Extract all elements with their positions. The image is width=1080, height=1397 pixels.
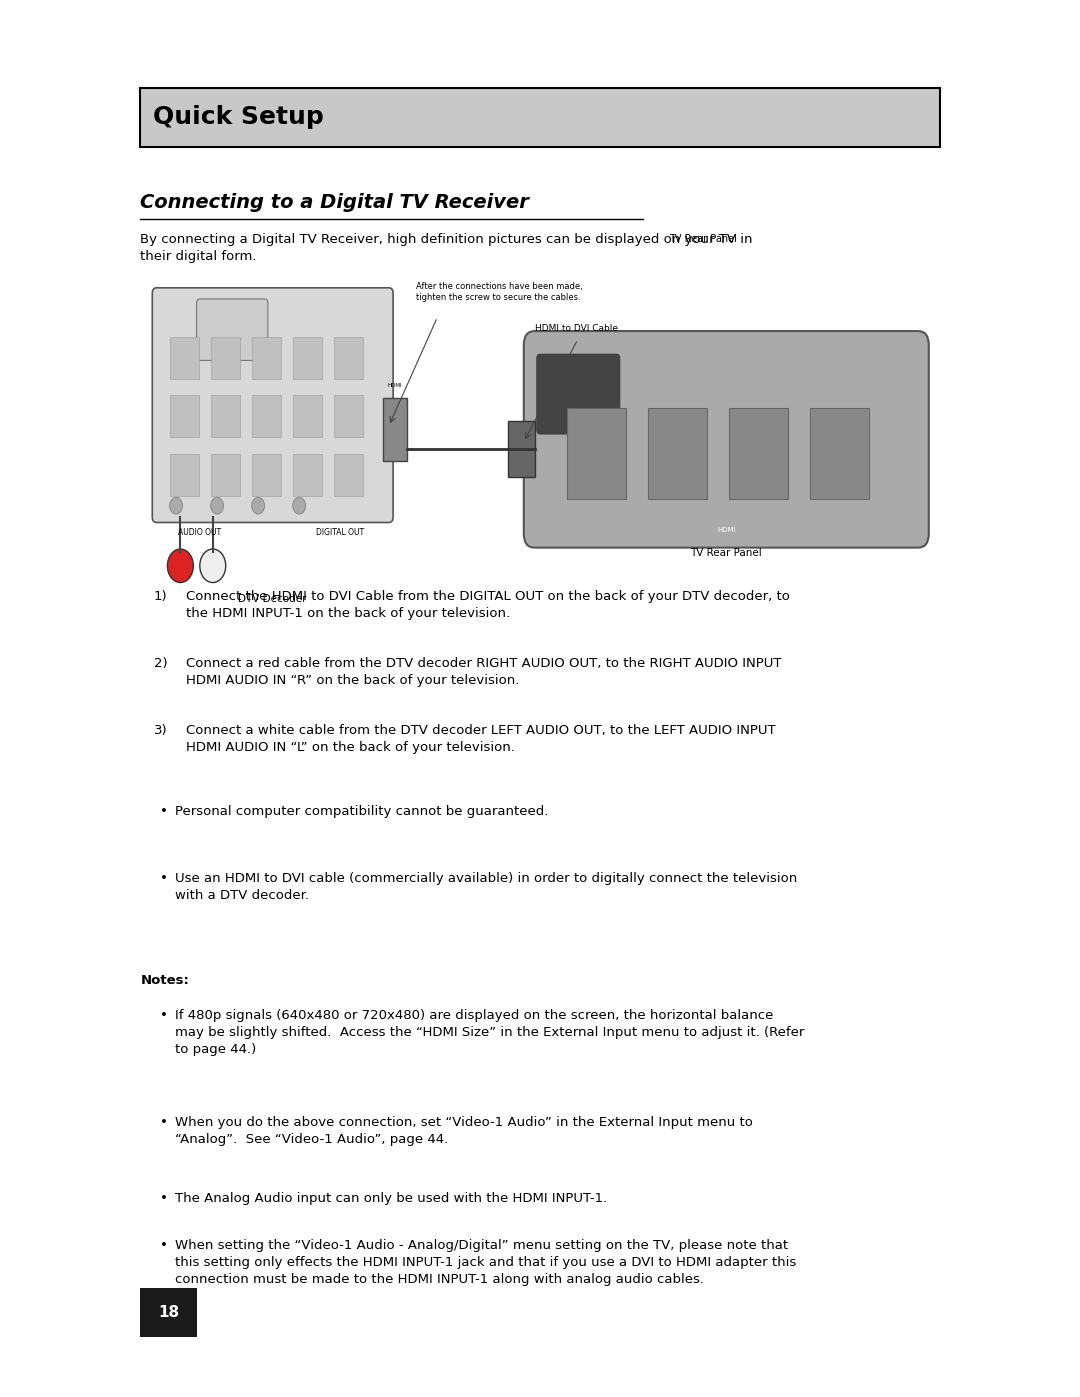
Bar bbox=[211, 337, 240, 379]
Text: •: • bbox=[160, 1193, 167, 1206]
Bar bbox=[252, 454, 281, 496]
Bar bbox=[252, 395, 281, 437]
Bar bbox=[293, 337, 322, 379]
Bar bbox=[211, 454, 240, 496]
Circle shape bbox=[252, 497, 265, 514]
Text: TV Rear Panel: TV Rear Panel bbox=[669, 235, 737, 244]
Text: HDMI to DVI Cable: HDMI to DVI Cable bbox=[535, 324, 618, 332]
Bar bbox=[334, 395, 363, 437]
FancyBboxPatch shape bbox=[152, 288, 393, 522]
Text: When setting the “Video-1 Audio - Analog/Digital” menu setting on the TV, please: When setting the “Video-1 Audio - Analog… bbox=[175, 1239, 796, 1287]
Text: TV Rear Panel: TV Rear Panel bbox=[690, 548, 762, 557]
FancyBboxPatch shape bbox=[197, 299, 268, 360]
Bar bbox=[170, 337, 199, 379]
Text: 3): 3) bbox=[153, 724, 167, 736]
Text: 1): 1) bbox=[153, 590, 167, 602]
Bar bbox=[648, 408, 707, 499]
Text: •: • bbox=[160, 1239, 167, 1252]
Text: •: • bbox=[160, 805, 167, 817]
Text: Notes:: Notes: bbox=[140, 974, 189, 986]
Text: Connect a white cable from the DTV decoder LEFT AUDIO OUT, to the LEFT AUDIO INP: Connect a white cable from the DTV decod… bbox=[186, 724, 775, 753]
Text: The Analog Audio input can only be used with the HDMI INPUT-1.: The Analog Audio input can only be used … bbox=[175, 1193, 607, 1206]
Circle shape bbox=[200, 549, 226, 583]
Bar bbox=[293, 454, 322, 496]
Bar bbox=[334, 454, 363, 496]
Text: 18: 18 bbox=[158, 1305, 179, 1320]
Text: HDMI: HDMI bbox=[717, 527, 735, 532]
Text: After the connections have been made,
tighten the screw to secure the cables.: After the connections have been made, ti… bbox=[416, 282, 582, 302]
Text: If 480p signals (640x480 or 720x480) are displayed on the screen, the horizontal: If 480p signals (640x480 or 720x480) are… bbox=[175, 1009, 805, 1056]
Text: •: • bbox=[160, 872, 167, 884]
Bar bbox=[567, 408, 626, 499]
Bar bbox=[334, 337, 363, 379]
Circle shape bbox=[211, 497, 224, 514]
Text: Use an HDMI to DVI cable (commercially available) in order to digitally connect : Use an HDMI to DVI cable (commercially a… bbox=[175, 872, 797, 901]
Bar bbox=[140, 1288, 197, 1337]
Text: Connecting to a Digital TV Receiver: Connecting to a Digital TV Receiver bbox=[140, 193, 529, 212]
Text: When you do the above connection, set “Video-1 Audio” in the External Input menu: When you do the above connection, set “V… bbox=[175, 1116, 753, 1146]
FancyBboxPatch shape bbox=[524, 331, 929, 548]
Text: DIGITAL OUT: DIGITAL OUT bbox=[316, 528, 364, 536]
Bar bbox=[170, 454, 199, 496]
Text: HDMI: HDMI bbox=[388, 383, 403, 388]
Text: AUDIO OUT: AUDIO OUT bbox=[178, 528, 221, 536]
Text: DTV Decoder: DTV Decoder bbox=[239, 594, 307, 604]
Text: Quick Setup: Quick Setup bbox=[153, 105, 324, 130]
Circle shape bbox=[293, 497, 306, 514]
Text: Connect the HDMI to DVI Cable from the DIGITAL OUT on the back of your DTV decod: Connect the HDMI to DVI Cable from the D… bbox=[186, 590, 789, 619]
FancyBboxPatch shape bbox=[140, 88, 940, 147]
Circle shape bbox=[170, 497, 183, 514]
Bar bbox=[383, 398, 407, 461]
Bar bbox=[810, 408, 869, 499]
Text: By connecting a Digital TV Receiver, high definition pictures can be displayed o: By connecting a Digital TV Receiver, hig… bbox=[140, 233, 753, 263]
Text: •: • bbox=[160, 1116, 167, 1129]
Bar bbox=[170, 395, 199, 437]
Bar bbox=[729, 408, 788, 499]
Text: •: • bbox=[160, 1009, 167, 1021]
Bar bbox=[508, 420, 535, 476]
Bar bbox=[252, 337, 281, 379]
Circle shape bbox=[167, 549, 193, 583]
FancyBboxPatch shape bbox=[537, 353, 620, 434]
Bar bbox=[293, 395, 322, 437]
Bar bbox=[211, 395, 240, 437]
Text: 2): 2) bbox=[153, 657, 167, 669]
Text: Connect a red cable from the DTV decoder RIGHT AUDIO OUT, to the RIGHT AUDIO INP: Connect a red cable from the DTV decoder… bbox=[186, 657, 781, 686]
Text: Personal computer compatibility cannot be guaranteed.: Personal computer compatibility cannot b… bbox=[175, 805, 549, 817]
